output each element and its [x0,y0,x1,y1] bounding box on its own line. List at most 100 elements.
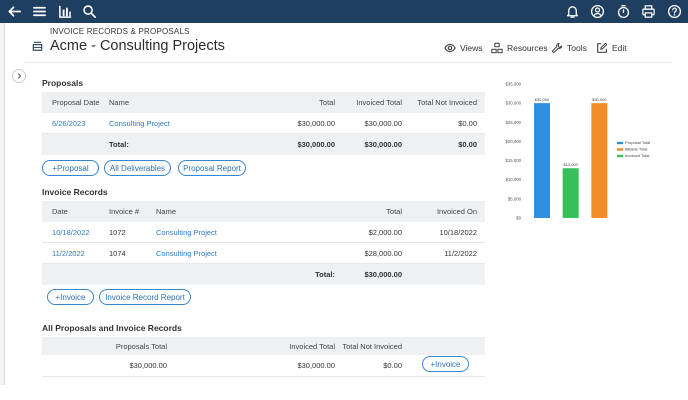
bell-icon[interactable] [564,3,581,20]
proposal-report-button[interactable]: Proposal Report [178,160,246,176]
invoice-total-row: Total: $30,000.00 [42,264,485,285]
bar [591,103,608,218]
bar-data-label: $30,000 [592,97,607,102]
proposal-total: $30,000.00 [297,118,335,128]
bar-data-label: $30,000 [535,97,550,102]
eye-icon [444,43,456,53]
total-value: $30,000.00 [364,270,402,279]
tools-button[interactable]: Tools [551,42,587,54]
invoice-date-link[interactable]: 11/2/2022 [52,248,85,258]
table-row: $30,000.00 $30,000.00 $0.00 [42,355,485,377]
views-button[interactable]: Views [444,42,483,54]
y-tick-label: $10,000 [505,177,521,182]
total-value: $30,000.00 [297,140,335,149]
col-name: Name [156,207,177,216]
legend-label: Invoiced Total [625,153,649,158]
register-icon [32,41,43,51]
col-name: Name [109,98,130,107]
y-tick-label: $5,000 [508,196,522,201]
legend-swatch [617,141,623,145]
col-proposal-date: Proposal Date [52,98,100,107]
invoice-records-section-title: Invoice Records [42,187,108,197]
totals-bar-chart: $0 $5,000 $10,000 $15,000 $20,000 $25,000 $30,… [505,82,650,221]
bar [534,103,550,218]
back-arrow-icon[interactable] [6,3,23,20]
proposal-name-link[interactable]: Consulting Project [109,118,170,128]
add-invoice-button[interactable]: +Invoice [47,289,94,305]
total-invoiced: $30,000.00 [364,140,402,149]
table-row: 6/26/2023 Consulting Project $30,000.00 … [42,113,485,134]
breadcrumb: INVOICE RECORDS & PROPOSALS [50,27,190,36]
resources-label: Resources [507,43,548,53]
menu-icon[interactable] [31,3,48,20]
invoice-total: $28,000.00 [364,248,402,258]
expand-sidebar-button[interactable] [12,69,26,83]
invoice-invoiced-on: 10/18/2022 [439,227,477,237]
edit-label: Edit [612,43,627,53]
timer-icon[interactable] [615,3,632,20]
views-label: Views [460,43,483,53]
legend-swatch [617,148,623,151]
y-tick-label: $20,000 [505,139,521,144]
left-panel-strip [0,23,5,385]
summary-table: Proposals Total Invoiced Total Total Not… [42,337,485,377]
proposals-total-row: Total: $30,000.00 $30,000.00 $0.00 [42,134,485,155]
resources-button[interactable]: Resources [491,42,548,54]
user-icon[interactable] [589,3,606,20]
invoice-table-header: Date Invoice # Name Total Invoiced On [42,201,485,222]
chevron-right-icon [17,73,22,79]
col-proposals-total: Proposals Total [115,341,167,351]
proposal-invoiced: $30,000.00 [364,118,402,128]
header-divider [24,62,672,63]
y-tick-label: $15,000 [505,158,521,163]
proposals-table-header: Proposal Date Name Total Invoiced Total … [42,92,485,113]
col-total-not-invoiced: Total Not Invoiced [417,98,477,107]
col-total-not-invoiced: Total Not Invoiced [342,341,402,351]
top-navigation-bar [0,0,688,23]
summary-invoiced-total: $30,000.00 [297,361,335,370]
chart-icon[interactable] [57,3,74,20]
legend-label: Billable Total [625,147,647,152]
edit-button[interactable]: Edit [596,42,627,54]
resources-icon [491,42,503,54]
y-tick-label: $30,000 [505,101,521,106]
invoice-invoiced-on: 11/2/2022 [444,248,477,258]
printer-icon[interactable] [640,3,657,20]
total-label: Total: [109,140,129,149]
col-date: Date [52,207,68,216]
col-invoiced-on: Invoiced On [436,207,477,216]
summary-section-title: All Proposals and Invoice Records [42,323,182,333]
invoice-name-link[interactable]: Consulting Project [156,248,217,258]
summary-proposals-total: $30,000.00 [129,361,167,370]
summary-not-invoiced: $0.00 [383,361,402,370]
invoice-records-table: Date Invoice # Name Total Invoiced On 10… [42,201,485,285]
wrench-icon [551,42,563,54]
page-title: Acme - Consulting Projects [50,38,225,54]
add-proposal-button[interactable]: +Proposal [42,160,99,176]
col-total: Total [319,98,335,107]
total-not-invoiced: $0.00 [458,140,477,149]
col-invoiced-total: Invoiced Total [356,98,402,107]
total-label: Total: [315,270,335,279]
page-header: Acme - Consulting Projects [31,38,225,54]
legend-swatch [617,154,623,158]
summary-table-header: Proposals Total Invoiced Total Total Not… [42,337,485,355]
col-total: Total [386,207,402,216]
col-invoice-number: Invoice # [109,207,140,216]
bar [562,168,579,218]
invoice-date-link[interactable]: 10/18/2022 [52,227,90,237]
invoice-total: $2,000.00 [368,227,402,237]
proposals-table: Proposal Date Name Total Invoiced Total … [42,92,485,155]
proposal-date-link[interactable]: 6/26/2023 [52,118,86,128]
legend-label: Proposal Total [625,140,650,145]
proposal-not-invoiced: $0.00 [458,118,477,128]
search-icon[interactable] [81,3,98,20]
y-tick-label: $35,000 [505,82,521,87]
table-row: 10/18/2022 1072 Consulting Project $2,00… [42,222,485,243]
invoice-record-report-button[interactable]: Invoice Record Report [99,289,191,305]
summary-add-invoice-button[interactable]: +Invoice [422,356,469,372]
invoice-name-link[interactable]: Consulting Project [156,227,217,237]
help-icon[interactable] [666,3,683,20]
all-deliverables-button[interactable]: All Deliverables [104,160,171,176]
edit-icon [597,42,608,53]
